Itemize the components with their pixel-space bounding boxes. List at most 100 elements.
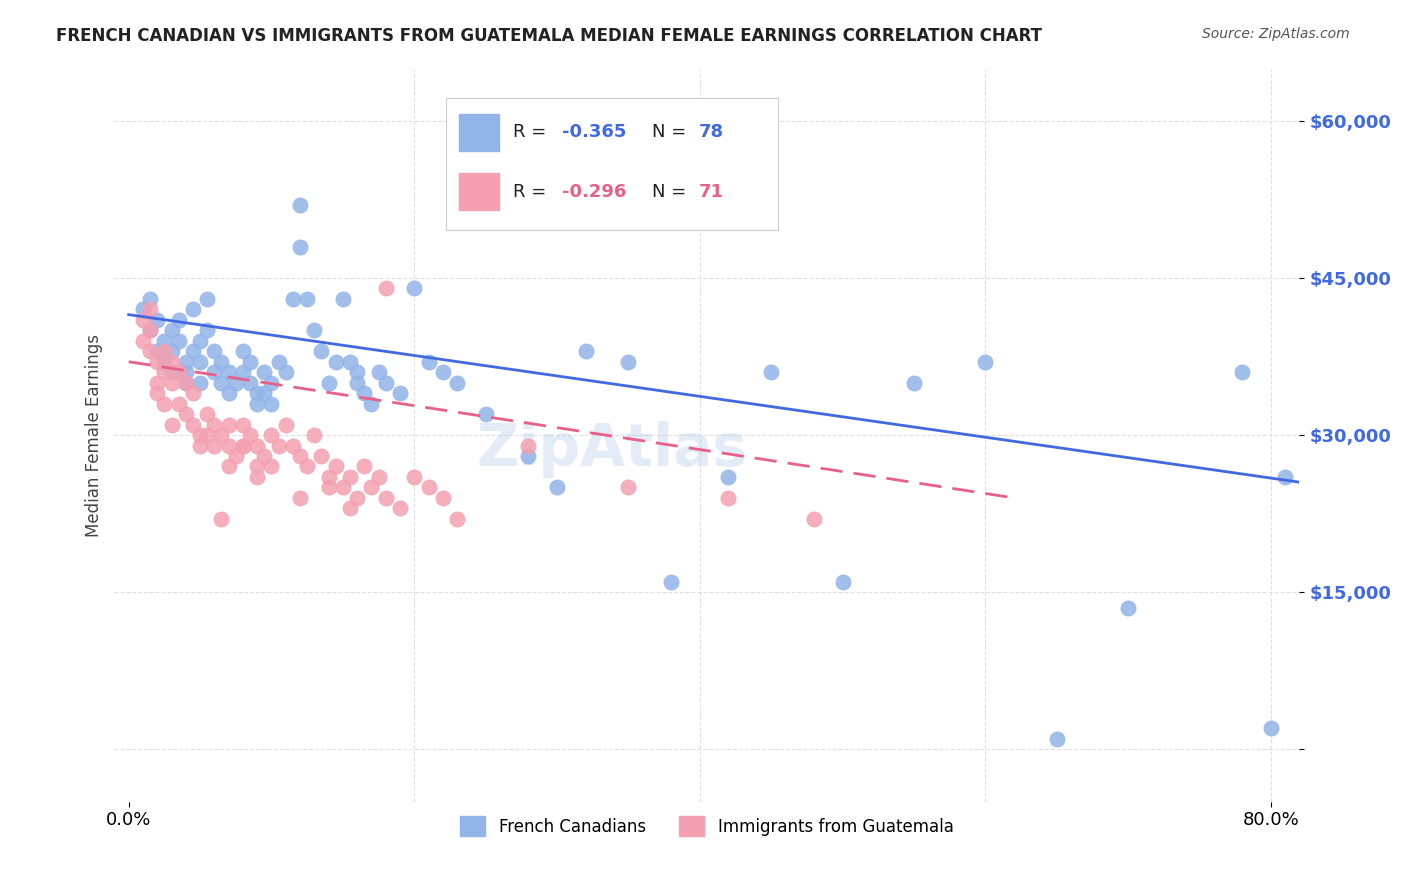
Point — [232, 438, 254, 452]
Point — [181, 302, 204, 317]
Point — [1232, 365, 1254, 379]
Point — [202, 417, 225, 432]
Point — [367, 470, 389, 484]
Point — [1046, 731, 1069, 746]
Point — [418, 355, 440, 369]
Point — [474, 407, 496, 421]
Point — [517, 449, 540, 463]
Point — [153, 397, 176, 411]
Point — [167, 334, 190, 348]
Point — [246, 470, 269, 484]
Point — [181, 386, 204, 401]
Point — [404, 470, 426, 484]
Point — [139, 292, 162, 306]
Point — [253, 449, 276, 463]
Point — [195, 323, 218, 337]
Point — [211, 376, 233, 390]
Point — [153, 355, 176, 369]
Point — [218, 459, 240, 474]
Point — [153, 334, 176, 348]
Point — [360, 397, 382, 411]
Point — [146, 313, 169, 327]
Point — [374, 281, 396, 295]
Point — [153, 365, 176, 379]
Point — [239, 355, 262, 369]
Point — [260, 376, 283, 390]
Point — [288, 197, 311, 211]
Point — [174, 365, 197, 379]
Point — [202, 344, 225, 359]
Point — [517, 438, 540, 452]
Point — [903, 376, 925, 390]
Point — [188, 355, 211, 369]
Point — [295, 459, 318, 474]
Point — [759, 365, 782, 379]
Point — [339, 355, 361, 369]
Point — [202, 365, 225, 379]
Point — [139, 302, 162, 317]
Point — [232, 365, 254, 379]
Text: FRENCH CANADIAN VS IMMIGRANTS FROM GUATEMALA MEDIAN FEMALE EARNINGS CORRELATION : FRENCH CANADIAN VS IMMIGRANTS FROM GUATE… — [56, 27, 1042, 45]
Point — [325, 355, 347, 369]
Point — [367, 365, 389, 379]
Point — [153, 344, 176, 359]
Point — [160, 344, 183, 359]
Point — [246, 438, 269, 452]
Point — [195, 428, 218, 442]
Text: Source: ZipAtlas.com: Source: ZipAtlas.com — [1202, 27, 1350, 41]
Point — [218, 365, 240, 379]
Point — [388, 501, 411, 516]
Point — [246, 386, 269, 401]
Point — [195, 407, 218, 421]
Point — [274, 417, 297, 432]
Point — [174, 376, 197, 390]
Point — [246, 459, 269, 474]
Point — [617, 480, 640, 494]
Point — [325, 459, 347, 474]
Point — [304, 323, 326, 337]
Point — [418, 480, 440, 494]
Point — [211, 512, 233, 526]
Point — [253, 386, 276, 401]
Point — [274, 365, 297, 379]
Point — [232, 417, 254, 432]
Point — [239, 376, 262, 390]
Point — [295, 292, 318, 306]
Point — [260, 459, 283, 474]
Point — [132, 334, 155, 348]
Point — [332, 480, 354, 494]
Point — [267, 438, 290, 452]
Point — [574, 344, 596, 359]
Point — [432, 365, 454, 379]
Point — [167, 313, 190, 327]
Point — [253, 365, 276, 379]
Point — [188, 438, 211, 452]
Point — [717, 491, 740, 505]
Point — [803, 512, 825, 526]
Point — [432, 491, 454, 505]
Point — [202, 438, 225, 452]
Point — [360, 480, 382, 494]
Point — [332, 292, 354, 306]
Point — [139, 323, 162, 337]
Point — [374, 376, 396, 390]
Y-axis label: Median Female Earnings: Median Female Earnings — [86, 334, 103, 537]
Point — [211, 355, 233, 369]
Point — [281, 438, 304, 452]
Point — [225, 376, 247, 390]
Point — [346, 376, 368, 390]
Point — [188, 428, 211, 442]
Point — [311, 449, 333, 463]
Point — [146, 344, 169, 359]
Text: ZipAtlas: ZipAtlas — [477, 421, 748, 478]
Point — [318, 480, 340, 494]
Point — [374, 491, 396, 505]
Point — [181, 344, 204, 359]
Point — [404, 281, 426, 295]
Point — [246, 397, 269, 411]
Point — [288, 449, 311, 463]
Point — [546, 480, 568, 494]
Point — [211, 428, 233, 442]
Point — [160, 365, 183, 379]
Point — [260, 428, 283, 442]
